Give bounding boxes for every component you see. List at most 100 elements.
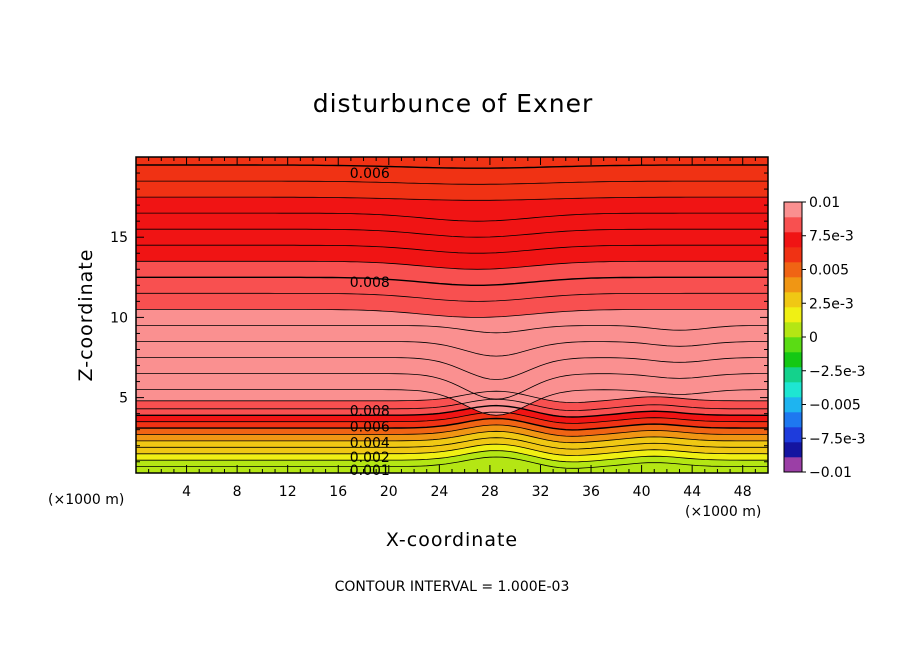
contour-line xyxy=(136,389,768,416)
contour-label: 0.006 xyxy=(350,420,390,436)
contour-line xyxy=(136,411,768,424)
contour-band xyxy=(136,357,768,400)
contour-band xyxy=(136,213,768,238)
colorbar-swatch xyxy=(784,427,802,443)
colorbar-swatch xyxy=(784,352,802,368)
x-tick-label: 48 xyxy=(734,484,752,500)
contour-band xyxy=(136,325,768,357)
y-unit-label: (×1000 m) xyxy=(48,492,124,508)
contour-line xyxy=(136,373,768,400)
contour-band xyxy=(136,197,768,222)
colorbar-swatch xyxy=(784,337,802,353)
colorbar-swatch xyxy=(784,277,802,293)
x-axis-label: X-coordinate xyxy=(386,529,518,551)
contour-line xyxy=(136,228,768,238)
contour-band xyxy=(136,293,768,318)
contour-band xyxy=(136,261,768,286)
contour-band xyxy=(136,431,768,450)
contour-line xyxy=(136,276,768,286)
y-axis-label: Z-coordinate xyxy=(75,249,97,382)
contour-line xyxy=(136,417,768,431)
contour-band xyxy=(136,229,768,254)
contour-band xyxy=(136,181,768,201)
colorbar-swatch xyxy=(784,397,802,413)
contour-label: 0.008 xyxy=(350,275,390,291)
contour-band xyxy=(136,373,768,416)
contour-line xyxy=(136,164,768,169)
contour-band xyxy=(136,437,768,456)
contour-band xyxy=(136,389,768,416)
contour-band xyxy=(136,418,768,437)
colorbar-swatch xyxy=(784,412,802,428)
contour-line xyxy=(136,180,768,185)
colorbar-swatch xyxy=(784,457,802,473)
contour-band xyxy=(136,391,768,411)
colorbar-label: −0.005 xyxy=(809,398,861,414)
colorbar-label: −7.5e-3 xyxy=(809,431,866,447)
colorbar-label: 0.005 xyxy=(809,263,849,279)
contour-line xyxy=(136,196,768,201)
colorbar-labels: 0.01 7.5e-3 0.005 2.5e-3 0 −2.5e-3 −0.005 −7.5e… xyxy=(802,195,866,481)
contour-line xyxy=(136,260,768,270)
contour-line xyxy=(136,437,768,450)
contour-band xyxy=(136,412,768,430)
y-tick-label: 15 xyxy=(110,230,128,246)
contour-label: 0.004 xyxy=(350,436,390,452)
colorbar-swatch xyxy=(784,262,802,278)
contour-line xyxy=(136,390,768,404)
contour-band xyxy=(136,309,768,333)
contour-band xyxy=(136,424,768,443)
colorbar-swatch xyxy=(784,232,802,248)
colorbar xyxy=(783,201,803,473)
colorbar-swatch xyxy=(784,442,802,458)
colorbar-label: −2.5e-3 xyxy=(809,364,866,380)
x-tick-labels: 4 8 12 16 20 24 28 32 36 40 44 48 xyxy=(182,484,751,500)
y-tick-labels: 5 10 15 xyxy=(110,230,128,406)
x-unit-label: (×1000 m) xyxy=(685,504,761,520)
x-tick-label: 32 xyxy=(532,484,550,500)
contour-band xyxy=(136,405,768,424)
x-tick-label: 16 xyxy=(329,484,347,500)
contour-band xyxy=(136,277,768,302)
contour-band xyxy=(136,341,768,380)
x-tick-label: 28 xyxy=(481,484,499,500)
contour-line xyxy=(136,404,768,418)
contour-label: 0.006 xyxy=(350,166,390,182)
x-tick-label: 20 xyxy=(380,484,398,500)
colorbar-swatch xyxy=(784,382,802,398)
contour-band xyxy=(136,444,768,462)
chart-title: disturbunce of Exner xyxy=(313,89,594,118)
contour-line xyxy=(136,450,768,463)
x-tick-label: 40 xyxy=(633,484,651,500)
colorbar-swatch xyxy=(784,367,802,383)
x-tick-label: 44 xyxy=(683,484,701,500)
y-tick-label: 5 xyxy=(119,391,128,407)
contour-label: 0.001 xyxy=(350,463,390,479)
colorbar-label: 0.01 xyxy=(809,195,840,211)
colorbar-swatch xyxy=(784,202,802,218)
x-tick-label: 4 xyxy=(182,484,191,500)
x-tick-label: 36 xyxy=(582,484,600,500)
contour-label: 0.008 xyxy=(350,403,390,419)
contour-band xyxy=(136,399,768,417)
colorbar-swatch xyxy=(784,322,802,338)
contour-line xyxy=(136,357,768,380)
contour-interval-note: CONTOUR INTERVAL = 1.000E-03 xyxy=(335,579,570,595)
contour-line xyxy=(136,443,768,456)
contour-line xyxy=(136,430,768,444)
colorbar-label: −0.01 xyxy=(809,465,852,481)
contour-line xyxy=(136,212,768,222)
contour-field xyxy=(136,157,768,473)
colorbar-swatch xyxy=(784,217,802,233)
x-tick-label: 24 xyxy=(430,484,448,500)
contour-band xyxy=(136,457,768,473)
contour-line xyxy=(136,341,768,357)
x-tick-label: 12 xyxy=(279,484,297,500)
contour-label: 0.002 xyxy=(350,450,390,466)
contour-line xyxy=(136,325,768,334)
colorbar-label: 0 xyxy=(809,330,818,346)
colorbar-swatch xyxy=(784,292,802,308)
contour-line xyxy=(136,244,768,254)
contour-line xyxy=(136,398,768,412)
